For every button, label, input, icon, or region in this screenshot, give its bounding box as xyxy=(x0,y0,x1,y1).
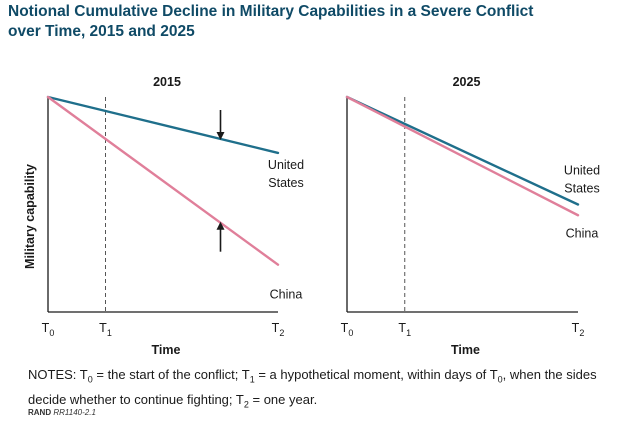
notes-t1-definition: = a hypothetical moment, within days of xyxy=(254,367,490,382)
panel-2025-x-tick-0: T0 xyxy=(341,321,354,338)
panel-2025-series-china-line xyxy=(345,95,580,217)
notes-t0-again-sub: 0 xyxy=(497,374,503,385)
panel-2015-x-tick-1-sub: 1 xyxy=(107,328,112,338)
panel-2025-x-tick-0-main: T xyxy=(341,321,349,335)
panel-2025-series-united-states-label-line-1: States xyxy=(564,182,599,196)
figure-title-line-2: over Time, 2015 and 2025 xyxy=(8,23,195,40)
notes-t0-sub: 0 xyxy=(87,374,93,385)
panel-2015-series-china-line xyxy=(46,95,280,266)
panel-2015-x-tick-2-sub: 2 xyxy=(279,328,284,338)
panel-2015-x-tick-0-sub: 0 xyxy=(49,328,54,338)
figure-title-line-1: Notional Cumulative Decline in Military … xyxy=(8,3,534,20)
panel-2025-x-tick-2-sub: 2 xyxy=(579,328,584,338)
panel-2015-y-label: Military capability xyxy=(23,164,37,269)
panel-2025-series-united-states-line xyxy=(345,95,580,206)
panel-2025-x-tick-0-sub: 0 xyxy=(348,328,353,338)
notes-t0: T xyxy=(79,367,88,382)
source-credit: RAND RR1140-2.1 xyxy=(28,408,96,417)
panel-2015-series-china-label-line-0: China xyxy=(270,288,303,302)
notes-prefix: NOTES: xyxy=(28,367,80,382)
panel-2015-x-tick-1-main: T xyxy=(99,321,107,335)
panel-2025-x-tick-2: T2 xyxy=(572,321,585,338)
panel-2025-series-china-label-line-0: China xyxy=(566,226,599,240)
panel-2015-series-united-states-label-line-0: United xyxy=(268,158,304,172)
figure-title: Notional Cumulative Decline in Military … xyxy=(8,2,628,42)
notes-t2: T xyxy=(235,391,244,407)
panel-2015-x-tick-1: T1 xyxy=(99,321,112,338)
source-org: RAND xyxy=(28,408,54,417)
panel-2025-x-label: Time xyxy=(451,343,480,357)
panel-2015-arrow-down-0-head xyxy=(216,132,225,140)
source-id: RR1140-2.1 xyxy=(53,408,96,417)
panel-2015-series-united-states-line xyxy=(46,95,280,155)
notes-t1: T xyxy=(241,367,250,382)
panel-2015-x-tick-0-main: T xyxy=(42,321,50,335)
panel-2015-x-tick-2-main: T xyxy=(272,321,280,335)
notes: NOTES: T0 = the start of the conflict; T… xyxy=(28,365,618,414)
panel-2025-x-tick-1-main: T xyxy=(398,321,406,335)
notes-t2-sub: 2 xyxy=(243,399,249,410)
panel-2015-x-label: Time xyxy=(152,343,181,357)
panel-2025-x-tick-1: T1 xyxy=(398,321,411,338)
panel-2015-title: 2015 xyxy=(153,75,181,89)
panel-2015-x-tick-2: T2 xyxy=(272,321,285,338)
panel-2025-title: 2025 xyxy=(453,75,481,89)
panel-2025-series-united-states-label-line-0: United xyxy=(564,164,600,178)
notes-t2-definition: = one year. xyxy=(248,391,318,407)
panel-2025-x-tick-2-main: T xyxy=(572,321,580,335)
notes-t0-again: T xyxy=(489,367,498,382)
panel-2015-series-united-states-label-line-1: States xyxy=(268,176,303,190)
notes-t0-definition: = the start of the conflict; xyxy=(92,367,242,382)
notes-t1-sub: 1 xyxy=(249,374,255,385)
panel-2015-arrow-up-1-head xyxy=(216,221,225,230)
panel-2015-x-tick-0: T0 xyxy=(42,321,55,338)
notes-t0-again-definition: , when the sides decide whether to conti… xyxy=(28,367,597,407)
panel-2025-x-tick-1-sub: 1 xyxy=(406,328,411,338)
